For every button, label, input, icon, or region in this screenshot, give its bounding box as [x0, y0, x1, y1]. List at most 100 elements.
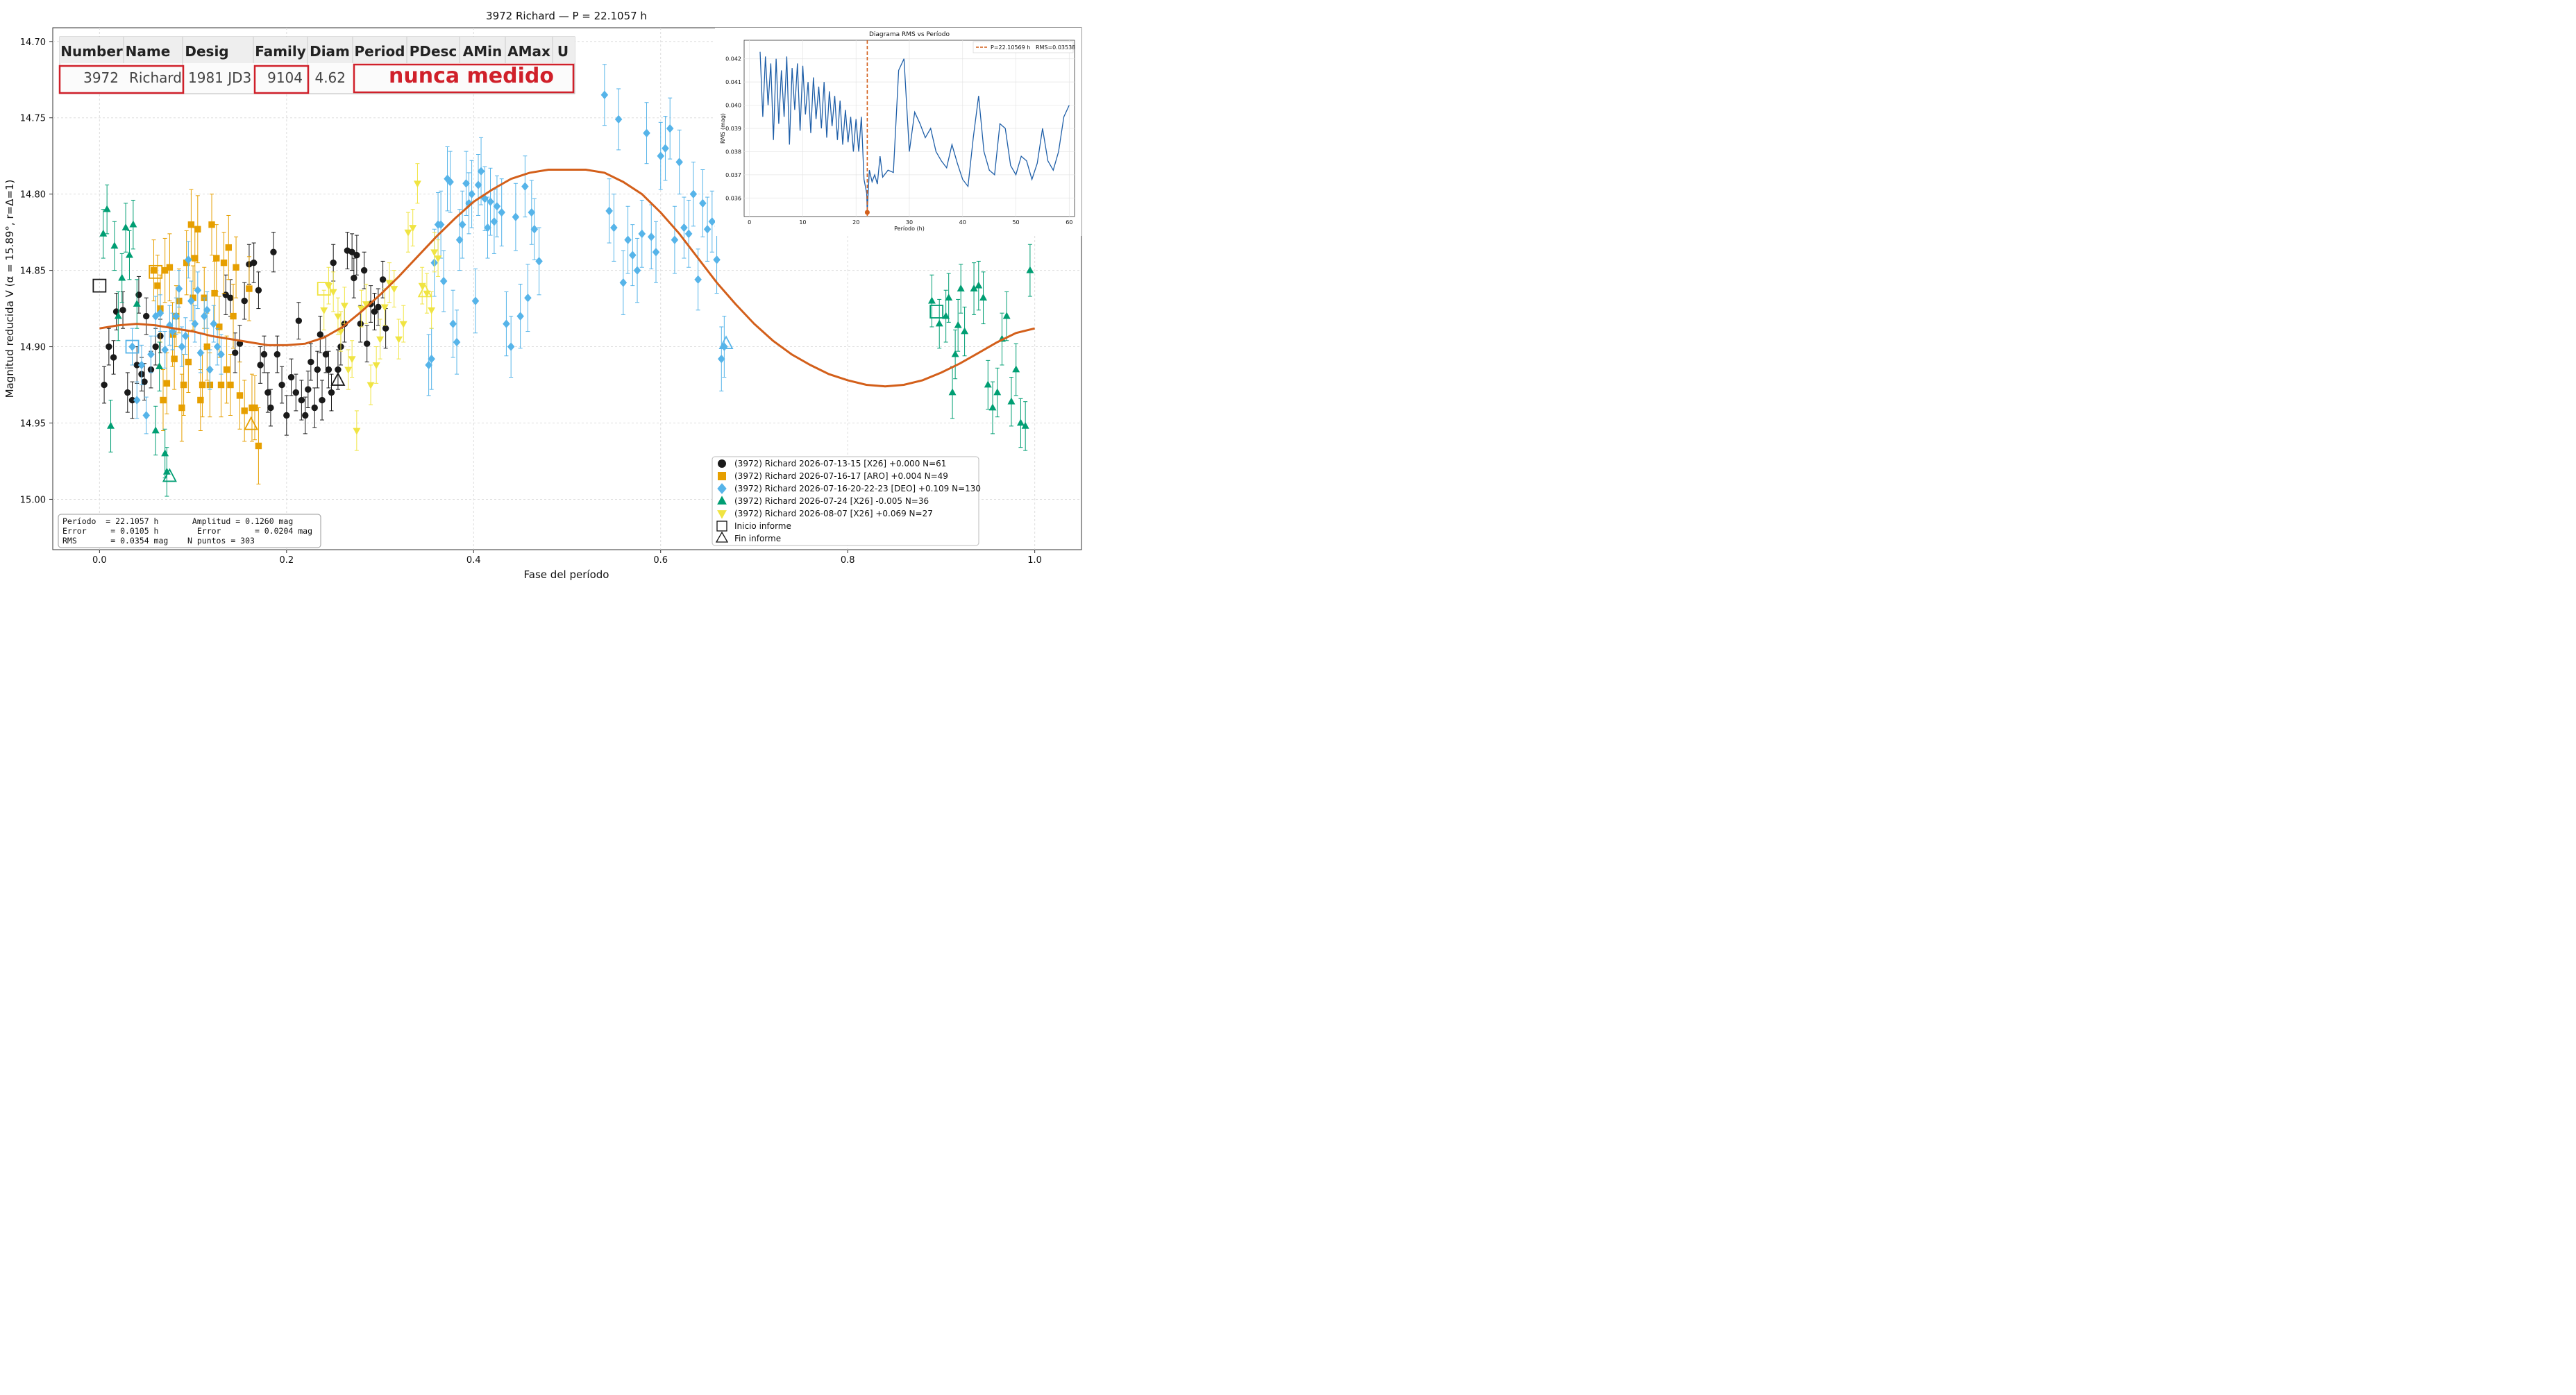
data-point [267, 404, 274, 412]
series-2 [150, 189, 262, 484]
start-marker-square [317, 282, 331, 296]
highlight-box-number-name [58, 65, 185, 94]
data-point [942, 312, 950, 319]
data-point [143, 312, 150, 320]
data-point [314, 366, 321, 373]
table-cell-desig: 1981 JD3 [188, 69, 251, 86]
data-point [155, 362, 164, 370]
data-point [203, 305, 211, 315]
data-point [241, 407, 248, 414]
table-header-diam: Diam [310, 43, 350, 60]
data-point [196, 348, 205, 357]
data-point [232, 349, 239, 357]
data-point [367, 382, 375, 389]
data-point [250, 259, 258, 267]
inset-y-tick-label: 0.040 [725, 103, 741, 109]
data-point [684, 229, 693, 239]
data-point [360, 267, 368, 274]
data-point [624, 235, 632, 244]
data-point [471, 296, 480, 305]
data-point [255, 287, 262, 294]
data-point [428, 354, 435, 364]
data-point [160, 396, 167, 404]
legend-label-series-4: (3972) Richard 2026-07-24 [X26] -0.005 N… [734, 496, 929, 506]
data-point [425, 360, 432, 370]
highlight-box-period [353, 63, 575, 94]
data-point [141, 378, 148, 385]
report-markers [92, 264, 944, 482]
data-point [493, 202, 501, 211]
data-point [317, 331, 324, 338]
data-point [133, 396, 141, 405]
data-point [292, 389, 299, 396]
data-point [187, 296, 195, 305]
data-point [302, 412, 309, 419]
rms-inset-title: Diagrama RMS vs Período [869, 31, 950, 38]
data-point [329, 289, 337, 296]
data-point [652, 247, 660, 257]
legend-swatch-series-4 [717, 496, 727, 505]
data-point [666, 124, 674, 133]
data-point [192, 255, 199, 262]
data-point [200, 312, 208, 321]
data-point [150, 267, 158, 274]
start-marker-square [92, 278, 107, 293]
y-tick-label: 14.80 [20, 190, 46, 201]
y-tick-label: 14.70 [20, 37, 46, 48]
table-clip-header-band [60, 37, 575, 63]
data-point [372, 362, 380, 370]
data-point [428, 307, 436, 314]
data-point [434, 255, 442, 263]
highlight-box-family [253, 65, 310, 94]
data-point [217, 350, 225, 359]
data-point [163, 380, 171, 387]
start-marker-square [149, 264, 163, 279]
data-point [647, 232, 655, 242]
data-point [371, 308, 378, 315]
data-point [227, 294, 234, 301]
legend-label-series-5: (3972) Richard 2026-08-07 [X26] +0.069 N… [734, 509, 933, 518]
fit-curve-line [99, 169, 1035, 388]
data-point [114, 312, 122, 319]
data-point [151, 426, 160, 434]
data-point [961, 327, 969, 335]
series-5 [320, 163, 442, 451]
data-point [208, 221, 215, 228]
table-header-pdesc: PDesc [410, 43, 457, 60]
data-point [708, 217, 716, 226]
rms-inset-x-axis-label: Período (h) [894, 226, 925, 232]
data-point [951, 350, 959, 357]
data-point [264, 389, 271, 396]
data-point [357, 320, 364, 328]
end-marker-triangle [244, 416, 259, 430]
data-point [1026, 266, 1034, 273]
data-point [278, 381, 285, 389]
table-header-amin: AMin [463, 43, 502, 60]
data-point [657, 151, 665, 160]
data-point [680, 223, 688, 232]
data-point [194, 226, 201, 232]
data-point [1021, 421, 1029, 429]
data-point [605, 206, 613, 216]
stats-line-2: Error = 0.0105 h Error = 0.0204 mag [62, 526, 312, 536]
table-cell-number: 3972 [83, 69, 119, 86]
data-point [521, 182, 529, 191]
x-tick-label: 1.0 [1027, 555, 1042, 566]
data-point [320, 307, 328, 314]
data-point [474, 180, 482, 189]
data-point [927, 296, 936, 304]
inset-x-tick-label: 40 [959, 219, 966, 226]
y-tick-label: 14.75 [20, 114, 46, 124]
data-point [979, 294, 988, 301]
data-point [142, 411, 151, 420]
data-point [382, 325, 389, 332]
data-point [110, 242, 119, 249]
inset-x-tick-label: 30 [906, 219, 913, 226]
data-point [409, 225, 417, 232]
data-point [351, 274, 357, 282]
data-point [675, 158, 683, 167]
data-point [154, 282, 161, 289]
end-marker-triangle [162, 468, 177, 482]
data-point [223, 366, 230, 373]
data-point [512, 212, 520, 221]
